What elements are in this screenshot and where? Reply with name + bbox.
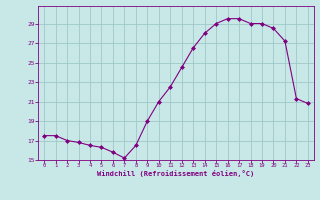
X-axis label: Windchill (Refroidissement éolien,°C): Windchill (Refroidissement éolien,°C): [97, 170, 255, 177]
